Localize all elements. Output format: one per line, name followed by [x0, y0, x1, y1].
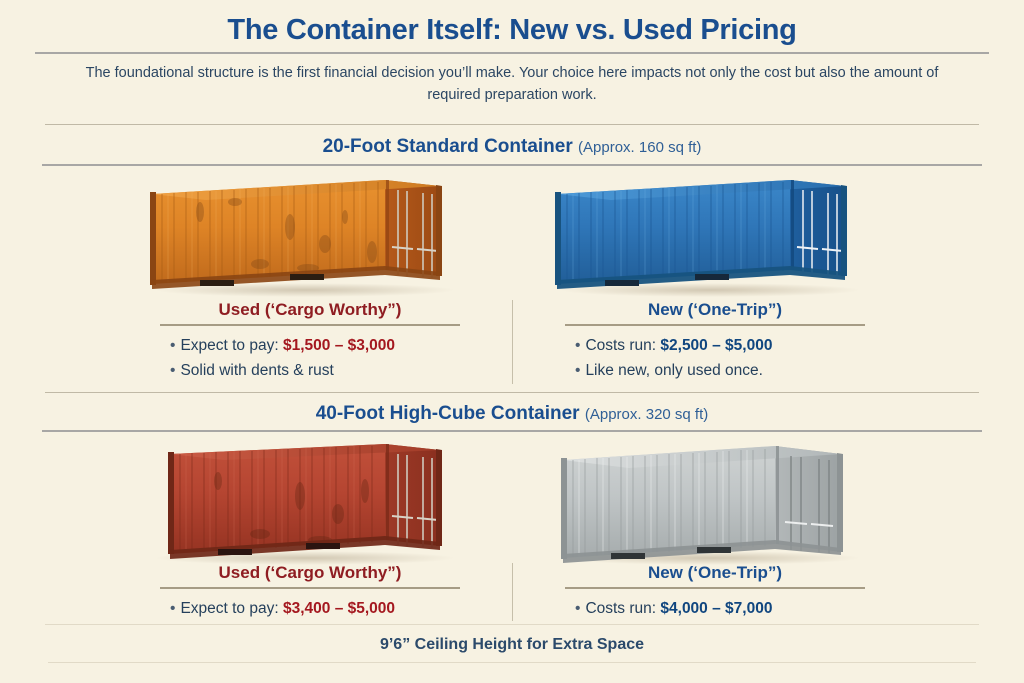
- new-20ft-heading-rule: [565, 324, 865, 326]
- used-20ft-price-value: $1,500 – $3,000: [282, 336, 396, 354]
- page-subtitle: The foundational structure is the first …: [85, 65, 939, 103]
- new-20ft-price-value: $2,500 – $5,000: [660, 336, 773, 354]
- compare-block-new-40ft: New (‘One-Trip”) • Costs run: $4,000 – $7…: [565, 563, 865, 621]
- bullet-dot-icon: •: [575, 361, 581, 379]
- used-40ft-bullet-price: • Expect to pay: $3,400 – $5,000: [160, 596, 460, 621]
- page-title: The Container Itself: New vs. Used Prici…: [227, 14, 797, 46]
- subtitle-divider: [45, 124, 979, 125]
- used-20ft-heading: Used (‘Cargo Worthy”): [218, 300, 402, 319]
- section-2-divider: [42, 430, 982, 432]
- new-40ft-bullet-price: • Costs run: $4,000 – $7,000: [565, 596, 865, 621]
- footer-bottom-divider: [48, 662, 976, 663]
- grey-new-40ft-container-illustration: [545, 436, 885, 566]
- section-heading-20ft: 20-Foot Standard Container (Approx. 160 …: [0, 136, 1024, 158]
- title-divider: [35, 52, 989, 54]
- used-40ft-price-label: Expect to pay:: [180, 599, 279, 617]
- used-20ft-bullet-condition: • Solid with dents & rust: [160, 358, 460, 383]
- new-40ft-price-label: Costs run:: [585, 599, 657, 617]
- new-20ft-condition-label: Like new, only used once.: [585, 361, 763, 379]
- section-1-bottom-divider: [45, 392, 979, 393]
- compare-block-used-40ft: Used (‘Cargo Worthy”) • Expect to pay: $3…: [160, 563, 460, 621]
- section-approx-40ft: (Approx. 320 sq ft): [584, 406, 709, 423]
- new-40ft-heading-rule: [565, 587, 865, 589]
- new-20ft-bullet-condition: • Like new, only used once.: [565, 358, 865, 383]
- orange-used-20ft-container-illustration: [140, 172, 480, 297]
- blue-new-20ft-container-illustration: [545, 172, 885, 297]
- section-approx-20ft: (Approx. 160 sq ft): [578, 139, 702, 156]
- bullet-dot-icon: •: [170, 361, 176, 379]
- new-40ft-heading: New (‘One-Trip”): [647, 563, 783, 582]
- bullet-dot-icon: •: [575, 599, 581, 617]
- bullet-dot-icon: •: [170, 336, 176, 354]
- footer-note: 9’6” Ceiling Height for Extra Space: [379, 636, 645, 653]
- column-divider-section-2: [512, 563, 513, 621]
- section-title-40ft: 40-Foot High-Cube Container: [315, 403, 580, 424]
- used-40ft-price-value: $3,400 – $5,000: [282, 599, 396, 617]
- bullet-dot-icon: •: [575, 336, 581, 354]
- new-20ft-price-label: Costs run:: [585, 336, 657, 354]
- new-20ft-bullet-price: • Costs run: $2,500 – $5,000: [565, 333, 865, 358]
- new-20ft-heading: New (‘One-Trip”): [647, 300, 783, 319]
- column-divider-section-1: [512, 300, 513, 384]
- used-40ft-heading: Used (‘Cargo Worthy”): [218, 563, 402, 582]
- red-used-40ft-container-illustration: [140, 436, 480, 566]
- bullet-dot-icon: •: [170, 599, 176, 617]
- section-heading-40ft: 40-Foot High-Cube Container (Approx. 320…: [0, 403, 1024, 425]
- compare-block-used-20ft: Used (‘Cargo Worthy”) • Expect to pay: $1…: [160, 300, 460, 383]
- footer-top-divider: [45, 624, 979, 625]
- new-40ft-price-value: $4,000 – $7,000: [660, 599, 773, 617]
- used-40ft-heading-rule: [160, 587, 460, 589]
- used-20ft-heading-rule: [160, 324, 460, 326]
- section-1-divider: [42, 164, 982, 166]
- used-20ft-price-label: Expect to pay:: [180, 336, 279, 354]
- used-20ft-bullet-price: • Expect to pay: $1,500 – $3,000: [160, 333, 460, 358]
- used-20ft-condition-label: Solid with dents & rust: [180, 361, 334, 379]
- section-title-20ft: 20-Foot Standard Container: [322, 136, 573, 157]
- compare-block-new-20ft: New (‘One-Trip”) • Costs run: $2,500 – $5…: [565, 300, 865, 383]
